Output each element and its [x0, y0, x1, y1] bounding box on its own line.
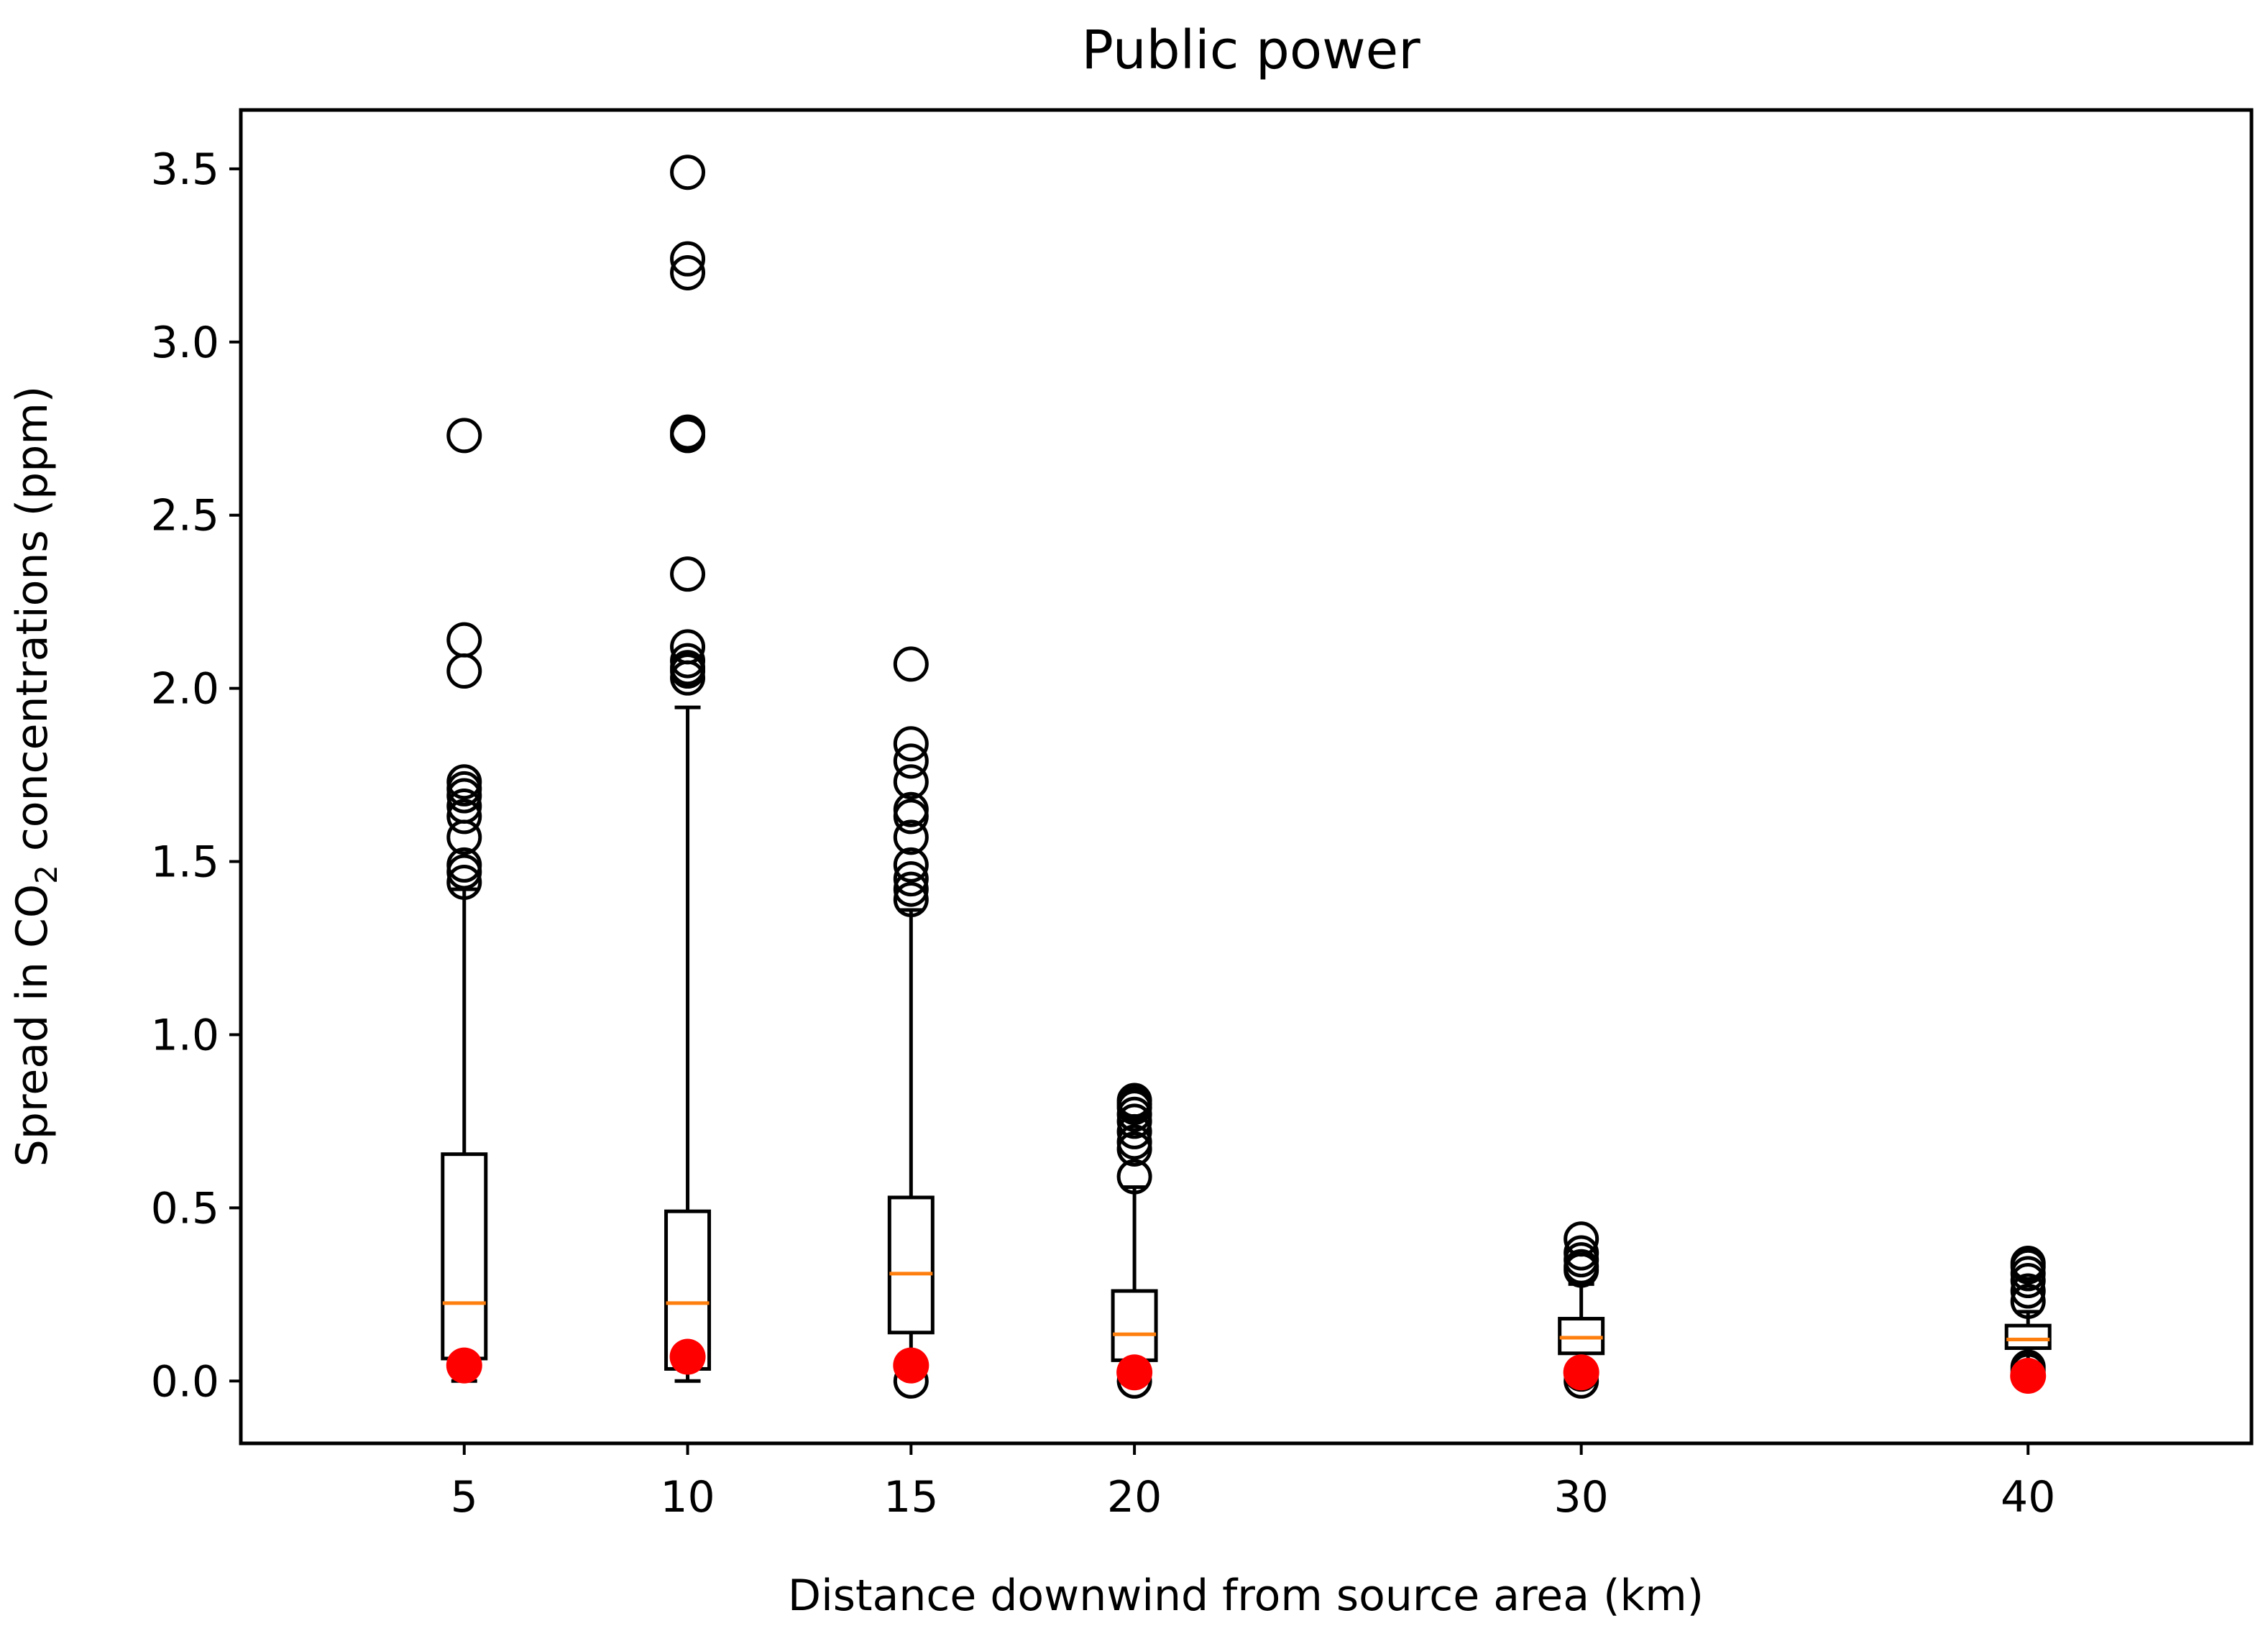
y-axis-label-subscript: 2	[29, 865, 64, 884]
box-iqr	[1111, 1289, 1158, 1362]
y-axis-ticks: 0.0 0.5 1.0 1.5 2.0 2.5 3.0 3.5	[151, 144, 241, 1407]
outlier-point	[1564, 1235, 1599, 1271]
outlier-point	[893, 764, 929, 800]
outlier-point	[893, 743, 929, 779]
y-tick-label: 2.5	[151, 491, 219, 541]
y-tick-label: 2.0	[151, 664, 219, 714]
box-iqr	[887, 1195, 935, 1335]
box-iqr	[441, 1152, 488, 1361]
outlier-point	[893, 646, 929, 682]
y-axis-label: Spread in CO2 concentrations (ppm)	[7, 386, 64, 1167]
outlier-point	[893, 819, 929, 855]
box-group-15	[887, 646, 935, 1399]
outlier-point	[1116, 1124, 1152, 1160]
x-axis-ticks: 5 10 15 20 30 40	[451, 1443, 2055, 1522]
x-tick-label: 20	[1107, 1472, 1162, 1522]
box-group-5	[441, 418, 488, 1384]
x-tick-label: 30	[1553, 1472, 1608, 1522]
box-group-30	[1558, 1221, 1605, 1399]
outlier-point	[670, 414, 706, 450]
outlier-point	[893, 791, 929, 827]
outlier-point	[446, 418, 482, 454]
box-iqr	[2004, 1323, 2052, 1350]
x-tick-label: 40	[2001, 1472, 2055, 1522]
outlier-point	[893, 861, 929, 897]
box-group-20	[1111, 1083, 1158, 1399]
y-tick-label: 0.0	[151, 1356, 219, 1407]
y-axis-label-suffix: concentrations (ppm)	[7, 386, 58, 865]
chart-title: Public power	[1081, 19, 1420, 81]
plot-frame	[239, 108, 2254, 1446]
outlier-point	[893, 726, 929, 762]
x-tick-label: 5	[451, 1472, 478, 1522]
outlier-point	[1116, 1083, 1152, 1118]
outlier-point	[670, 155, 706, 190]
outlier-point	[670, 629, 706, 665]
y-tick-label: 0.5	[151, 1183, 219, 1233]
outlier-point	[1116, 1159, 1152, 1195]
boxes-layer	[441, 155, 2052, 1399]
highlight-point	[2010, 1358, 2047, 1394]
x-tick-label: 15	[883, 1472, 938, 1522]
outlier-point	[670, 241, 706, 277]
highlight-point	[669, 1338, 706, 1375]
y-tick-label: 1.5	[151, 837, 219, 888]
box-group-10	[664, 155, 712, 1383]
x-tick-label: 10	[660, 1472, 715, 1522]
outlier-point	[893, 871, 929, 907]
outlier-point	[446, 622, 482, 658]
outlier-point	[893, 882, 929, 918]
outlier-point	[446, 799, 482, 835]
outlier-point	[2010, 1245, 2046, 1281]
outlier-point	[446, 847, 482, 883]
y-tick-label: 3.5	[151, 144, 219, 195]
highlight-point	[1563, 1354, 1599, 1391]
box-group-40	[2004, 1245, 2052, 1394]
y-tick-label: 1.0	[151, 1010, 219, 1060]
highlight-point	[893, 1347, 929, 1384]
outlier-point	[893, 847, 929, 883]
outlier-point	[2010, 1273, 2046, 1309]
y-axis-label-prefix: Spread in CO	[7, 884, 58, 1167]
outlier-point	[670, 643, 706, 679]
outlier-point	[670, 254, 706, 290]
x-axis-label: Distance downwind from source area (km)	[788, 1571, 1704, 1621]
y-tick-label: 3.0	[151, 318, 219, 368]
outlier-point	[446, 864, 482, 900]
highlight-point	[446, 1347, 482, 1384]
highlight-point	[1116, 1354, 1153, 1391]
outlier-point	[2010, 1283, 2046, 1319]
outlier-point	[446, 764, 482, 800]
outlier-point	[670, 556, 706, 592]
outlier-point	[1564, 1221, 1599, 1257]
outlier-point	[446, 788, 482, 824]
